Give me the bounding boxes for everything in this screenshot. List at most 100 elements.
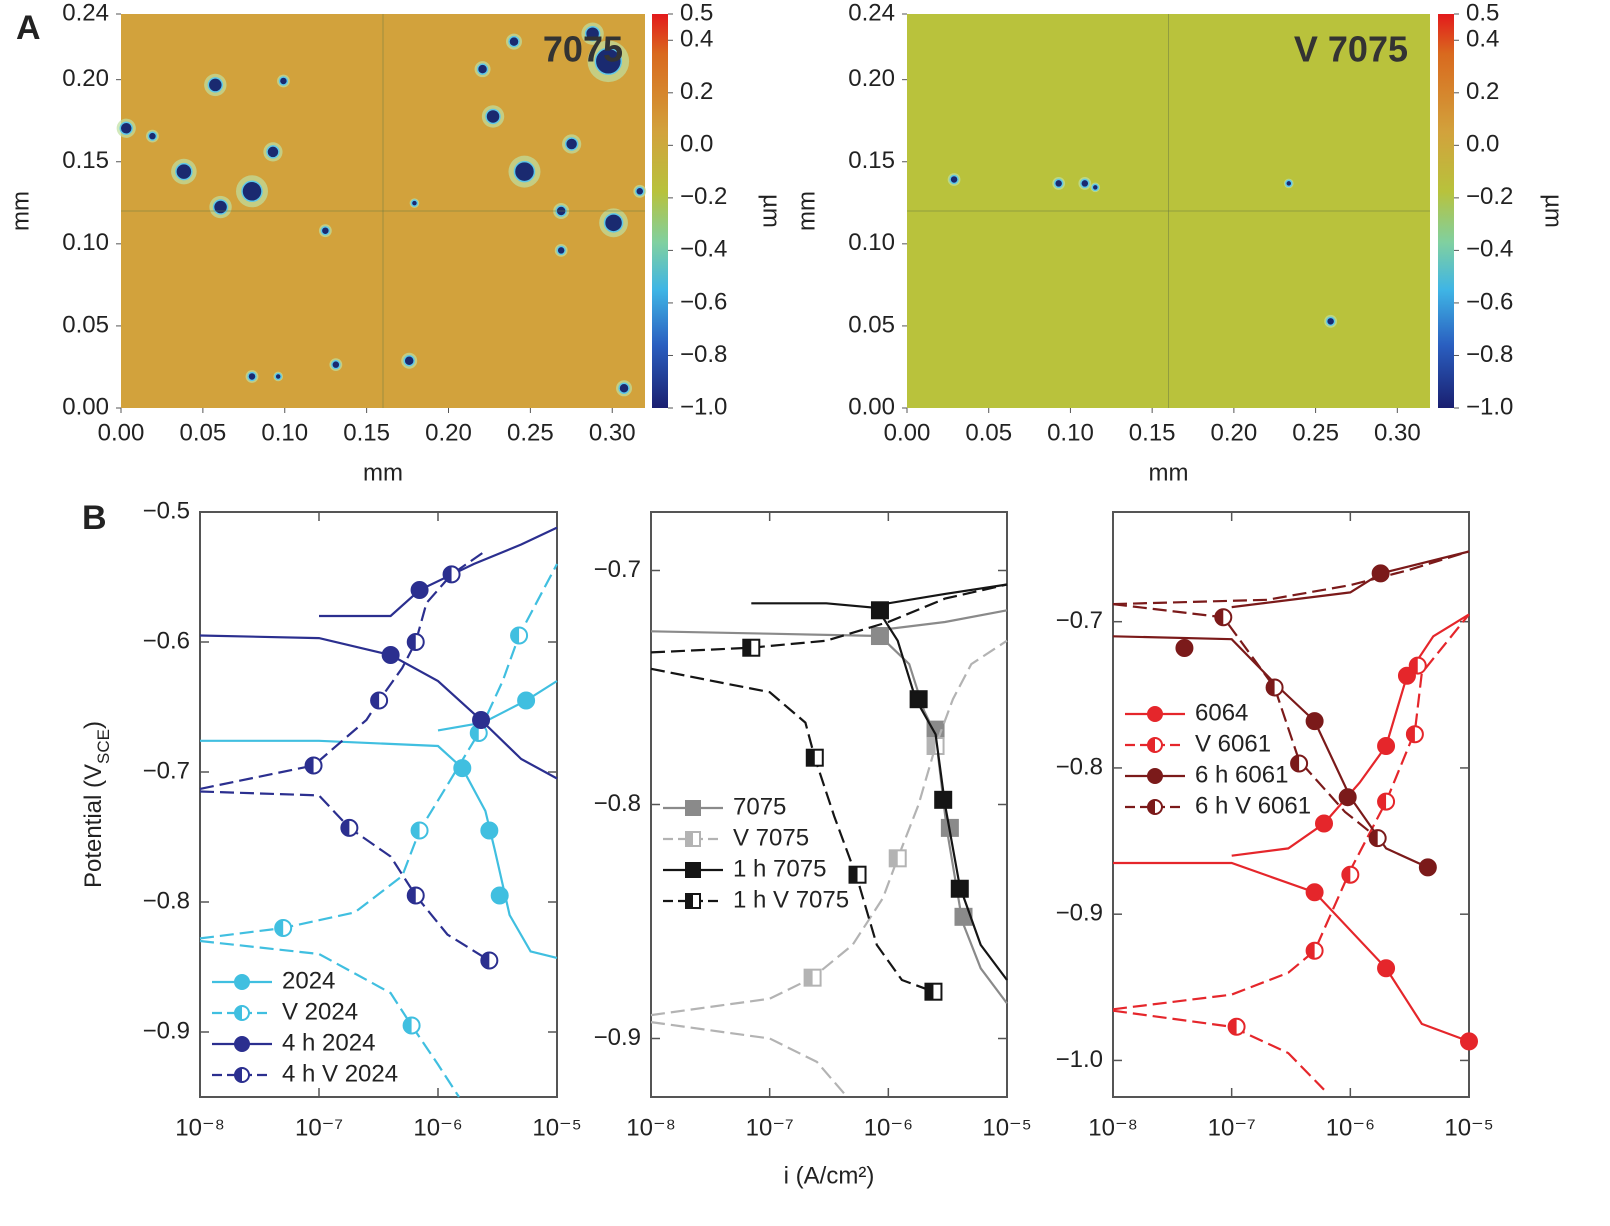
marker [1377,959,1396,978]
colorbar-tick-label: −0.4 [680,236,727,263]
marker-circle [1305,712,1324,731]
series-line [1112,613,1470,1091]
x-tick-label: 0.00 [884,419,931,446]
legend-marker [234,1036,250,1052]
legend-label: 6 h 6061 [1195,761,1288,788]
colorbar [1438,14,1454,408]
legend-marker [1147,706,1163,722]
colorbar-label: µm [758,194,785,228]
y-tick-label: −0.8 [1056,753,1103,780]
x-tick-label: 0.20 [1211,419,1258,446]
surface-pit [241,180,263,203]
legend-half [235,1068,242,1082]
x-tick-label: 0.15 [1129,419,1176,446]
marker-half [443,566,452,583]
marker-circle [490,886,509,905]
marker-circle [1305,883,1324,902]
y-tick-label: 0.20 [62,65,109,92]
legend-label: 7075 [733,793,786,820]
surface-pit [485,108,501,125]
y-tick-label: −0.7 [594,556,641,583]
y-tick-label: −1.0 [1056,1046,1103,1073]
legend-half [1148,800,1155,814]
panel-label: B [82,499,107,537]
marker-half [1266,679,1275,696]
y-tick-label: 0.10 [848,229,895,256]
surface-pit [949,174,959,185]
marker-circle [517,691,536,710]
marker [480,951,499,970]
x-tick-label: 10⁻⁸ [175,1114,225,1141]
surface-pit [618,382,630,395]
marker [1305,941,1324,960]
marker-square [950,879,969,898]
marker [442,565,461,584]
marker [1377,792,1396,811]
x-axis-label: mm [1149,459,1189,486]
marker-half [407,634,416,650]
legend-half [686,894,693,908]
legend-label: V 7075 [733,824,809,851]
surface-pit [1091,183,1100,192]
marker-half [849,866,858,883]
marker [1305,712,1324,731]
series-line [751,583,1008,981]
marker [1405,725,1424,744]
colorbar-tick-label: 0.5 [680,0,713,26]
marker-circle [453,759,472,778]
colorbar-tick-label: −0.6 [1466,288,1513,315]
marker [934,790,953,809]
legend-square [685,800,701,816]
y-axis-label-part: ) [80,721,107,729]
marker [870,627,889,646]
marker-half [1342,866,1351,883]
marker [926,737,945,755]
marker-half [806,749,815,766]
colorbar-tick-label: −0.6 [680,288,727,315]
marker-half [470,725,479,741]
y-tick-label: −0.6 [143,627,190,654]
colorbar-tick-label: 0.2 [1466,78,1499,105]
marker [406,886,425,905]
marker-square [909,690,928,709]
map-title: 7075 [543,29,623,70]
y-axis-label: mm [7,191,34,231]
x-tick-label: 0.25 [507,419,554,446]
colorbar-tick-label: −1.0 [1466,393,1513,420]
surface-pit [508,35,520,48]
surface-pit [320,225,331,236]
legend-label: 2024 [282,967,335,994]
marker-half [371,692,380,709]
marker [870,601,889,620]
surface-pit [1325,316,1336,327]
marker-circle [472,711,491,729]
marker-half [925,983,934,1000]
x-tick-label: 10⁻⁶ [413,1114,462,1141]
legend-marker [1147,768,1163,784]
legend-marker [234,1067,250,1083]
series-line [650,609,1008,1005]
legend-marker [234,974,250,990]
series-line [200,680,558,959]
y-tick-label: 0.10 [62,229,109,256]
colorbar-tick-label: 0.5 [1466,0,1499,26]
marker-half [927,738,936,754]
surface-pit [207,77,224,93]
surface-pit [266,145,280,159]
colorbar-tick-label: 0.0 [1466,131,1499,158]
x-tick-label: 0.30 [589,419,636,446]
marker [480,821,499,840]
surface-pit [564,137,579,151]
x-tick-label: 10⁻⁷ [746,1114,794,1141]
colorbar-tick-label: −0.4 [1466,236,1513,263]
marker [1338,788,1357,807]
series-line [199,563,558,1098]
marker-half [1369,830,1378,847]
marker [1377,737,1396,755]
y-tick-label: 0.15 [62,147,109,174]
legend-half [686,832,693,846]
colorbar [652,14,668,408]
legend-label: 4 h 2024 [282,1029,375,1056]
